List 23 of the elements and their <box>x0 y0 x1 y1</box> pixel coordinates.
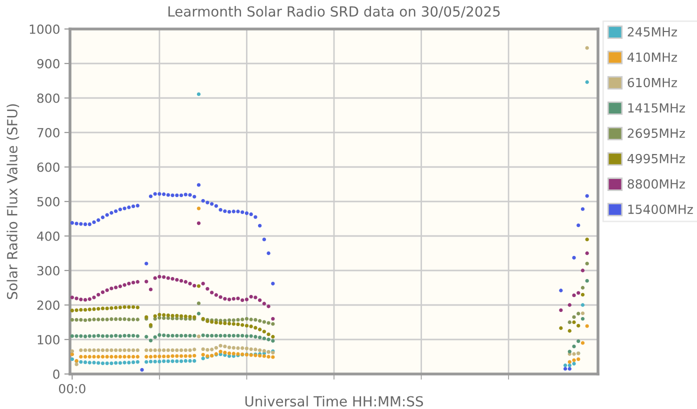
y-tick-label: 400 <box>37 231 60 241</box>
chart-title: Learmonth Solar Radio SRD data on 30/05/2025 <box>168 6 500 18</box>
y-tick-label: 300 <box>37 266 60 276</box>
legend-label: 15400MHz <box>628 204 693 214</box>
legend-label: 245MHz <box>628 27 677 37</box>
x-tick-label: 00:0 <box>58 384 86 394</box>
y-tick-label: 600 <box>37 162 60 172</box>
legend-label: 4995MHz <box>628 154 685 164</box>
y-tick-label: 500 <box>37 196 60 206</box>
y-tick-label: 700 <box>37 128 60 138</box>
legend-label: 410MHz <box>628 52 677 62</box>
y-tick-label: 1000 <box>30 24 60 34</box>
y-tick-label: 0 <box>53 369 60 379</box>
y-tick-label: 100 <box>38 334 60 344</box>
legend-label: 8800MHz <box>628 179 685 189</box>
y-axis-title: Solar Radio Flux Value (SFU) <box>6 104 20 300</box>
y-tick-label: 200 <box>37 300 60 310</box>
legend-label: 610MHz <box>628 78 677 88</box>
x-axis-title: Universal Time HH:MM:SS <box>245 396 424 407</box>
y-tick-label: 800 <box>37 93 60 103</box>
legend-label: 2695MHz <box>628 128 685 138</box>
legend-label: 1415MHz <box>628 103 685 113</box>
y-tick-label: 900 <box>37 58 60 68</box>
